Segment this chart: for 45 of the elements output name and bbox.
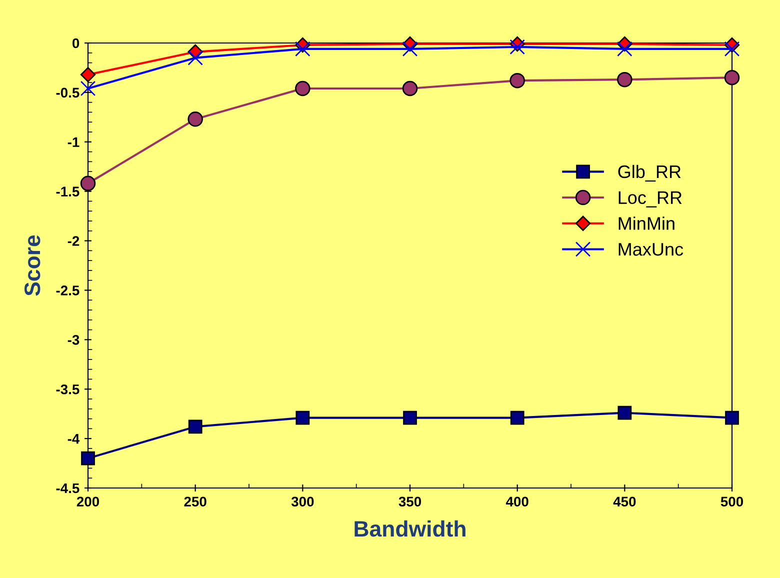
point: [188, 50, 203, 66]
y-tick-label: -2.5: [56, 286, 80, 296]
y-tick-label: -3.5: [56, 384, 80, 394]
point: [510, 410, 524, 425]
y-tick-label: -0.5: [56, 88, 80, 98]
point: [188, 420, 202, 434]
point: [617, 72, 632, 88]
x-tick-label: 400: [506, 496, 528, 507]
point: [510, 39, 525, 55]
point: [617, 41, 632, 57]
point: [510, 72, 525, 88]
point: [724, 70, 740, 86]
legend-label: MinMin: [618, 216, 674, 230]
y-axis-title: Score: [24, 235, 40, 296]
y-tick-label: -2: [68, 236, 80, 246]
x-tick-label: 200: [76, 496, 100, 507]
point: [725, 410, 739, 425]
y-tick-label: -4: [68, 434, 80, 444]
point: [618, 406, 632, 420]
point: [403, 410, 417, 425]
point: [80, 67, 96, 82]
point: [402, 41, 418, 57]
point: [295, 80, 310, 96]
y-tick-label: -4.5: [56, 483, 80, 494]
point: [295, 41, 310, 57]
y-tick-label: -3: [68, 335, 80, 345]
x-tick-label: 350: [398, 496, 422, 507]
point: [724, 41, 740, 57]
point: [188, 112, 203, 127]
point: [81, 451, 95, 466]
point: [80, 80, 96, 96]
y-tick-label: 0: [72, 38, 80, 48]
legend-label: MaxUnc: [618, 243, 684, 256]
point: [80, 176, 96, 192]
x-axis-title: Bandwidth: [354, 520, 466, 537]
x-tick-label: 300: [291, 496, 314, 507]
point: [296, 410, 310, 425]
x-tick-label: 450: [613, 496, 636, 507]
y-tick-label: -1.5: [56, 186, 80, 197]
y-tick-label: -1: [68, 137, 80, 147]
legend-label: Glb_RR: [618, 164, 681, 182]
legend-label: Loc_RR: [618, 191, 682, 208]
x-tick-label: 250: [184, 496, 206, 507]
x-tick-label: 500: [720, 496, 744, 507]
point: [402, 80, 418, 96]
